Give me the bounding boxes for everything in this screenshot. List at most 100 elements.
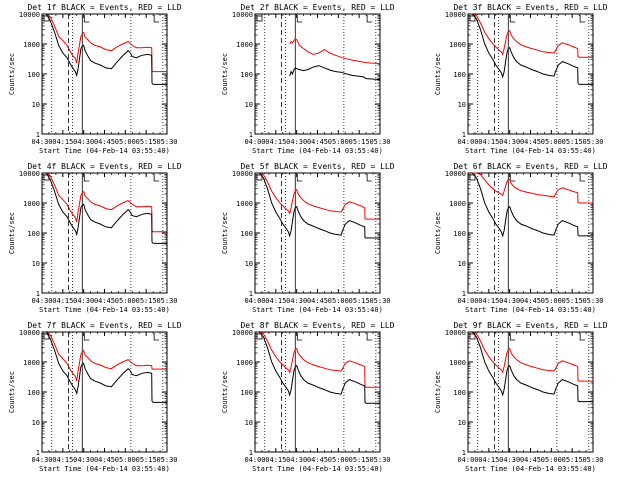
corner-l-icon <box>509 333 516 341</box>
panel-title: Det 5f BLACK = Events, RED = LLD <box>240 162 394 171</box>
x-tick-label: 04:00 <box>244 297 265 305</box>
x-tick-label: 04:45 <box>307 297 328 305</box>
corner-l-icon <box>366 15 373 23</box>
x-axis-label: Start Time (04-Feb-14 03:55:40) <box>39 306 170 314</box>
corner-box-icon <box>469 333 476 340</box>
y-tick-label: 10 <box>245 260 253 268</box>
plot-frame <box>467 331 594 453</box>
x-axis-label: Start Time (04-Feb-14 03:55:40) <box>252 306 383 314</box>
y-tick-label: 10 <box>458 101 466 109</box>
x-tick-label: 04:45 <box>520 456 541 464</box>
panel-title: Det 7f BLACK = Events, RED = LLD <box>27 321 181 330</box>
plot-frame <box>41 331 168 453</box>
corner-l-icon <box>366 174 373 182</box>
y-tick-label: 10000 <box>19 11 40 19</box>
events-series-line <box>42 172 167 244</box>
x-tick-label: 04:00 <box>457 138 478 146</box>
x-tick-label: 05:00 <box>328 138 349 146</box>
x-tick-label: 04:45 <box>94 456 115 464</box>
y-tick-label: 10000 <box>445 170 466 178</box>
x-tick-label: 04:30 <box>73 456 94 464</box>
lld-series-line <box>255 172 380 220</box>
x-tick-label: 04:15 <box>52 456 73 464</box>
x-tick-label: 04:00 <box>457 456 478 464</box>
y-tick-label: 10 <box>458 419 466 427</box>
x-tick-label: 04:30 <box>499 297 520 305</box>
y-tick-label: 10000 <box>445 11 466 19</box>
x-tick-label: 05:30 <box>582 138 603 146</box>
y-tick-label: 1000 <box>449 200 466 208</box>
corner-box-icon <box>256 333 263 340</box>
y-tick-label: 10000 <box>19 170 40 178</box>
x-tick-label: 05:15 <box>349 297 370 305</box>
y-tick-label: 1 <box>36 290 40 298</box>
panel-title: Det 6f BLACK = Events, RED = LLD <box>453 162 607 171</box>
y-tick-label: 100 <box>27 389 40 397</box>
detector-panel: Det 4f BLACK = Events, RED = LLD 1 10 100 10… <box>8 162 182 314</box>
y-tick-label: 1 <box>249 131 253 139</box>
panel-title: Det 9f BLACK = Events, RED = LLD <box>453 321 607 330</box>
x-tick-label: 05:00 <box>115 456 136 464</box>
y-tick-label: 1 <box>36 449 40 457</box>
x-tick-label: 05:15 <box>136 456 157 464</box>
x-tick-label: 05:15 <box>136 297 157 305</box>
y-tick-label: 1000 <box>236 41 253 49</box>
x-tick-label: 05:00 <box>541 297 562 305</box>
detector-panel: Det 5f BLACK = Events, RED = LLD 1 10 100 10… <box>221 162 395 314</box>
events-series-line <box>468 13 593 85</box>
y-tick-label: 1 <box>462 290 466 298</box>
x-tick-label: 05:15 <box>562 297 583 305</box>
x-tick-label: 05:00 <box>115 297 136 305</box>
x-axis-label: Start Time (04-Feb-14 03:55:40) <box>465 147 596 155</box>
corner-box-icon <box>256 15 263 22</box>
events-series-line <box>255 331 380 404</box>
y-tick-label: 100 <box>27 230 40 238</box>
y-tick-label: 1000 <box>236 200 253 208</box>
x-tick-label: 04:00 <box>244 138 265 146</box>
plot-frame <box>467 172 594 294</box>
x-tick-label: 04:45 <box>94 138 115 146</box>
x-tick-label: 05:30 <box>582 456 603 464</box>
x-tick-label: 04:30 <box>286 297 307 305</box>
y-tick-label: 1000 <box>449 41 466 49</box>
x-tick-label: 05:00 <box>541 456 562 464</box>
corner-l-icon <box>153 174 160 182</box>
lld-series-line <box>42 172 167 233</box>
plot-frame <box>254 331 381 453</box>
plot-frame <box>41 172 168 294</box>
corner-l-icon <box>153 15 160 23</box>
x-tick-label: 04:00 <box>244 456 265 464</box>
x-tick-label: 04:15 <box>265 297 286 305</box>
x-tick-label: 04:45 <box>520 297 541 305</box>
x-tick-label: 04:15 <box>478 297 499 305</box>
y-axis-label: Counts/sec <box>8 53 16 95</box>
y-tick-label: 10 <box>458 260 466 268</box>
y-tick-label: 10000 <box>232 11 253 19</box>
panel-title: Det 3f BLACK = Events, RED = LLD <box>453 3 607 12</box>
y-tick-label: 1 <box>36 131 40 139</box>
corner-l-icon <box>509 15 516 23</box>
x-tick-label: 05:30 <box>156 297 177 305</box>
x-tick-label: 04:45 <box>307 456 328 464</box>
x-tick-label: 05:30 <box>156 138 177 146</box>
corner-l-icon <box>83 15 90 23</box>
x-tick-label: 04:15 <box>265 456 286 464</box>
events-series-line <box>42 13 167 85</box>
x-tick-label: 05:15 <box>562 456 583 464</box>
x-tick-label: 04:15 <box>52 138 73 146</box>
y-tick-label: 10000 <box>19 329 40 337</box>
lld-series-line <box>289 38 380 65</box>
x-tick-label: 04:30 <box>73 138 94 146</box>
x-axis-label: Start Time (04-Feb-14 03:55:40) <box>465 465 596 473</box>
corner-l-icon <box>509 174 516 182</box>
corner-l-icon <box>83 174 90 182</box>
x-tick-label: 04:30 <box>73 297 94 305</box>
y-tick-label: 1000 <box>236 359 253 367</box>
y-tick-label: 10 <box>32 260 40 268</box>
y-tick-label: 100 <box>240 389 253 397</box>
y-axis-label: Counts/sec <box>221 371 229 413</box>
y-tick-label: 100 <box>453 71 466 79</box>
x-tick-label: 05:30 <box>582 297 603 305</box>
corner-l-icon <box>296 15 303 23</box>
